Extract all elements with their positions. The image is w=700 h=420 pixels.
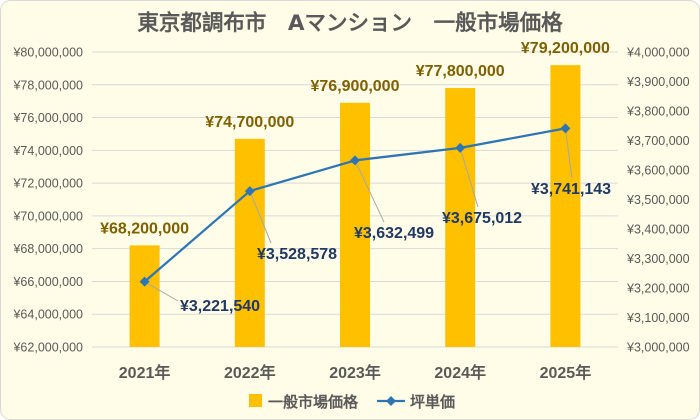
right-axis: ¥3,000,000 ¥3,100,000 ¥3,200,000 ¥3,300,000… <box>626 46 690 355</box>
market-price-bar-5 <box>550 65 581 347</box>
tsubo-price-data-label-4: ¥3,675,012 <box>442 210 522 227</box>
x-axis: 2021年 2022年 2023年 2024年 2025年 <box>119 363 591 382</box>
leader-line-2 <box>249 190 272 244</box>
market-price-bar-4 <box>445 88 476 348</box>
tsubo-price-marker-5 <box>560 123 571 134</box>
right-axis-tick-label-10: ¥3,900,000 <box>626 75 690 89</box>
market-price-data-label-3: ¥76,900,000 <box>311 78 400 95</box>
x-axis-tick-label-3: 2023年 <box>329 363 381 382</box>
right-axis-tick-label-6: ¥3,500,000 <box>626 193 690 207</box>
leader-line-4 <box>459 147 479 208</box>
right-axis-tick-label-1: ¥3,000,000 <box>626 341 690 355</box>
tsubo-price-marker-2 <box>244 186 255 197</box>
tsubo-price-data-label-2: ¥3,528,578 <box>257 246 337 263</box>
left-axis-tick-label-3: ¥66,000,000 <box>12 275 83 289</box>
x-axis-tick-label-2: 2022年 <box>224 363 276 382</box>
tsubo-price-data-label-3: ¥3,632,499 <box>354 225 434 242</box>
legend-diamond-marker <box>386 396 396 406</box>
right-axis-tick-label-4: ¥3,300,000 <box>626 252 690 266</box>
leader-line-3 <box>354 160 385 223</box>
tsubo-price-marker-4 <box>455 142 466 153</box>
leader-lines <box>144 128 573 302</box>
left-axis-tick-label-5: ¥70,000,000 <box>12 209 83 223</box>
x-axis-tick-label-4: 2024年 <box>434 363 486 382</box>
left-axis-tick-label-10: ¥80,000,000 <box>12 46 83 60</box>
market-price-bar-1 <box>129 245 160 347</box>
chart-title: 東京都調布市 Aマンション 一般市場価格 <box>137 10 563 36</box>
legend-label-market-price: 一般市場価格 <box>268 393 359 411</box>
left-axis-tick-label-6: ¥72,000,000 <box>12 177 83 191</box>
right-axis-tick-label-7: ¥3,600,000 <box>626 164 690 178</box>
right-axis-tick-label-8: ¥3,700,000 <box>626 134 690 148</box>
legend-label-tsubo-price: 坪単価 <box>410 393 455 411</box>
market-price-bars <box>129 65 581 348</box>
left-axis: ¥62,000,000 ¥64,000,000 ¥66,000,000 ¥68,000… <box>12 46 83 355</box>
left-axis-tick-label-1: ¥62,000,000 <box>12 341 83 355</box>
left-axis-tick-label-7: ¥74,000,000 <box>12 144 83 158</box>
market-price-data-label-5: ¥79,200,000 <box>521 40 610 57</box>
tsubo-price-marker-1 <box>139 276 150 287</box>
right-axis-tick-label-3: ¥3,200,000 <box>626 282 690 296</box>
x-axis-tick-label-1: 2021年 <box>119 363 171 382</box>
market-price-data-label-2: ¥74,700,000 <box>205 114 294 131</box>
tsubo-price-data-label-1: ¥3,221,540 <box>180 298 260 315</box>
market-price-bar-2 <box>234 138 265 347</box>
right-axis-tick-label-9: ¥3,800,000 <box>626 105 690 119</box>
x-axis-tick-label-5: 2025年 <box>540 363 592 382</box>
tsubo-price-data-label-5: ¥3,741,143 <box>531 181 611 198</box>
left-axis-tick-label-9: ¥78,000,000 <box>12 78 83 92</box>
tsubo-price-data-labels: ¥3,221,540 ¥3,528,578 ¥3,632,499 ¥3,675,012… <box>180 181 611 315</box>
left-axis-tick-label-8: ¥76,000,000 <box>12 111 83 125</box>
left-axis-tick-label-2: ¥64,000,000 <box>12 308 83 322</box>
legend: 一般市場価格 坪単価 <box>249 393 455 411</box>
leader-line-1 <box>144 281 179 302</box>
market-price-data-labels: ¥68,200,000 ¥74,700,000 ¥76,900,000 ¥77,800… <box>100 40 610 237</box>
left-axis-tick-label-4: ¥68,000,000 <box>12 242 83 256</box>
tsubo-price-series <box>139 123 571 287</box>
legend-bar-swatch <box>249 394 262 407</box>
right-axis-tick-label-2: ¥3,100,000 <box>626 311 690 325</box>
right-axis-tick-label-11: ¥4,000,000 <box>626 46 690 60</box>
market-price-bar-3 <box>340 102 370 347</box>
tsubo-price-marker-3 <box>350 155 360 166</box>
market-price-data-label-4: ¥77,800,000 <box>416 63 505 80</box>
leader-line-5 <box>564 128 573 179</box>
market-price-data-label-1: ¥68,200,000 <box>100 220 189 237</box>
right-axis-tick-label-5: ¥3,400,000 <box>626 223 690 237</box>
